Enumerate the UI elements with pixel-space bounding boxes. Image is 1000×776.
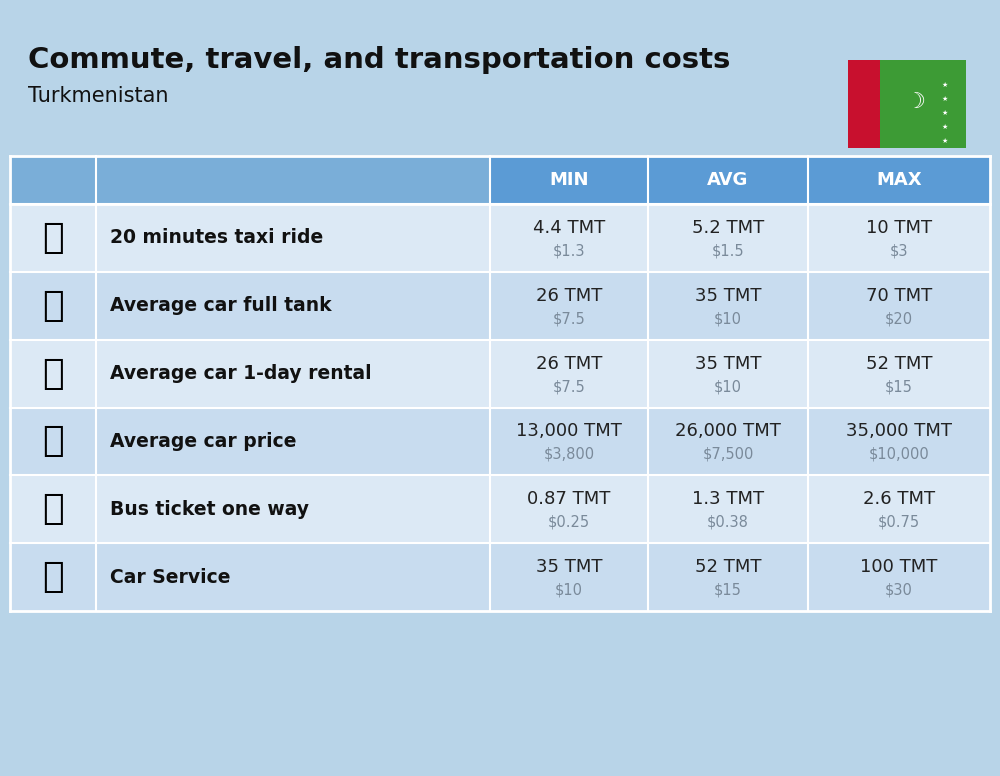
Bar — [10, 407, 990, 476]
Text: 70 TMT: 70 TMT — [866, 287, 932, 305]
Text: Bus ticket one way: Bus ticket one way — [110, 500, 309, 518]
Bar — [10, 476, 990, 543]
Text: $7,500: $7,500 — [702, 447, 754, 462]
Text: ★: ★ — [942, 124, 948, 130]
Text: $20: $20 — [885, 311, 913, 326]
Bar — [10, 272, 990, 340]
Text: 26 TMT: 26 TMT — [536, 355, 602, 372]
Text: $15: $15 — [714, 583, 742, 598]
Bar — [10, 156, 490, 204]
Text: 35 TMT: 35 TMT — [536, 558, 602, 576]
Text: 🚌: 🚌 — [42, 492, 64, 526]
Text: 🚕: 🚕 — [42, 221, 64, 255]
Text: Average car full tank: Average car full tank — [110, 296, 332, 315]
Text: 20 minutes taxi ride: 20 minutes taxi ride — [110, 228, 323, 248]
Bar — [10, 204, 990, 272]
Text: 🚙: 🚙 — [42, 357, 64, 390]
Text: 35 TMT: 35 TMT — [695, 355, 761, 372]
Bar — [490, 156, 990, 204]
Text: 26,000 TMT: 26,000 TMT — [675, 422, 781, 441]
Text: 4.4 TMT: 4.4 TMT — [533, 219, 605, 237]
Text: $10: $10 — [555, 583, 583, 598]
Text: ★: ★ — [942, 109, 948, 116]
Text: AVG: AVG — [707, 171, 749, 189]
Text: $15: $15 — [885, 379, 913, 394]
Text: $0.25: $0.25 — [548, 514, 590, 530]
Bar — [848, 60, 880, 148]
Text: ★: ★ — [942, 95, 948, 102]
Text: $3,800: $3,800 — [543, 447, 595, 462]
Text: ☽: ☽ — [905, 92, 925, 113]
Text: $1.3: $1.3 — [553, 244, 585, 258]
Text: 100 TMT: 100 TMT — [860, 558, 938, 576]
Text: $0.75: $0.75 — [878, 514, 920, 530]
Text: 10 TMT: 10 TMT — [866, 219, 932, 237]
Text: MAX: MAX — [876, 171, 922, 189]
Bar — [10, 543, 990, 611]
Text: 0.87 TMT: 0.87 TMT — [527, 490, 611, 508]
Text: Turkmenistan: Turkmenistan — [28, 86, 168, 106]
Text: $10: $10 — [714, 379, 742, 394]
Text: $0.38: $0.38 — [707, 514, 749, 530]
Text: 1.3 TMT: 1.3 TMT — [692, 490, 764, 508]
Text: 35 TMT: 35 TMT — [695, 287, 761, 305]
Text: 13,000 TMT: 13,000 TMT — [516, 422, 622, 441]
Text: $10,000: $10,000 — [869, 447, 929, 462]
Text: $7.5: $7.5 — [553, 311, 585, 326]
Text: 🚗: 🚗 — [42, 424, 64, 459]
Text: Commute, travel, and transportation costs: Commute, travel, and transportation cost… — [28, 46, 730, 74]
Text: $1.5: $1.5 — [712, 244, 744, 258]
Text: 26 TMT: 26 TMT — [536, 287, 602, 305]
Text: $7.5: $7.5 — [553, 379, 585, 394]
Text: Average car 1-day rental: Average car 1-day rental — [110, 364, 372, 383]
Bar — [10, 340, 990, 407]
Text: 5.2 TMT: 5.2 TMT — [692, 219, 764, 237]
Text: ★: ★ — [942, 81, 948, 88]
Text: Average car price: Average car price — [110, 432, 296, 451]
Text: ★: ★ — [942, 138, 948, 144]
Text: MIN: MIN — [549, 171, 589, 189]
Text: 52 TMT: 52 TMT — [866, 355, 932, 372]
Text: $30: $30 — [885, 583, 913, 598]
Text: 35,000 TMT: 35,000 TMT — [846, 422, 952, 441]
Bar — [848, 60, 966, 148]
Text: 🔧: 🔧 — [42, 560, 64, 594]
Text: 52 TMT: 52 TMT — [695, 558, 761, 576]
Text: $10: $10 — [714, 311, 742, 326]
Text: $3: $3 — [890, 244, 908, 258]
Text: ⛽: ⛽ — [42, 289, 64, 323]
Text: Car Service: Car Service — [110, 567, 230, 587]
Text: 2.6 TMT: 2.6 TMT — [863, 490, 935, 508]
